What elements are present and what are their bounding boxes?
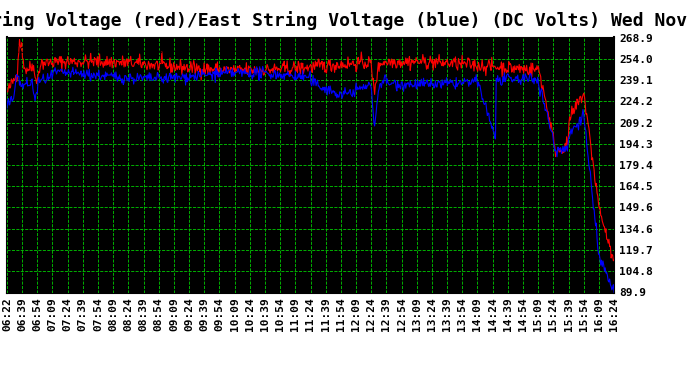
Text: Copyright 2006 Cartronics.com: Copyright 2006 Cartronics.com	[13, 45, 194, 55]
Text: West String Voltage (red)/East String Voltage (blue) (DC Volts) Wed Nov 1 16:46: West String Voltage (red)/East String Vo…	[0, 11, 690, 30]
